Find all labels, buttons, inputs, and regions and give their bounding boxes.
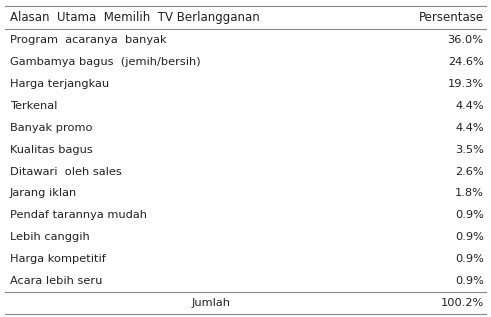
Text: 4.4%: 4.4% <box>455 123 484 133</box>
Text: 4.4%: 4.4% <box>455 101 484 111</box>
Text: 0.9%: 0.9% <box>455 210 484 220</box>
Text: 0.9%: 0.9% <box>455 254 484 264</box>
Text: 1.8%: 1.8% <box>455 188 484 198</box>
Text: Jumlah: Jumlah <box>191 298 231 308</box>
Text: 19.3%: 19.3% <box>447 79 484 89</box>
Text: Pendaf tarannya mudah: Pendaf tarannya mudah <box>10 210 147 220</box>
Text: Lebih canggih: Lebih canggih <box>10 232 89 242</box>
Text: Jarang iklan: Jarang iklan <box>10 188 77 198</box>
Text: Harga terjangkau: Harga terjangkau <box>10 79 109 89</box>
Text: Banyak promo: Banyak promo <box>10 123 92 133</box>
Text: Kualitas bagus: Kualitas bagus <box>10 145 93 155</box>
Text: Persentase: Persentase <box>418 11 484 24</box>
Text: 24.6%: 24.6% <box>448 57 484 67</box>
Text: 3.5%: 3.5% <box>455 145 484 155</box>
Text: Ditawari  oleh sales: Ditawari oleh sales <box>10 166 122 177</box>
Text: Terkenal: Terkenal <box>10 101 57 111</box>
Text: Gambamya bagus  (jemih/bersih): Gambamya bagus (jemih/bersih) <box>10 57 200 67</box>
Text: 100.2%: 100.2% <box>440 298 484 308</box>
Text: Alasan  Utama  Memilih  TV Berlangganan: Alasan Utama Memilih TV Berlangganan <box>10 11 260 24</box>
Text: Acara lebih seru: Acara lebih seru <box>10 276 102 286</box>
Text: 2.6%: 2.6% <box>455 166 484 177</box>
Text: 36.0%: 36.0% <box>448 35 484 45</box>
Text: Program  acaranya  banyak: Program acaranya banyak <box>10 35 166 45</box>
Text: 0.9%: 0.9% <box>455 232 484 242</box>
Text: Harga kompetitif: Harga kompetitif <box>10 254 106 264</box>
Text: 0.9%: 0.9% <box>455 276 484 286</box>
